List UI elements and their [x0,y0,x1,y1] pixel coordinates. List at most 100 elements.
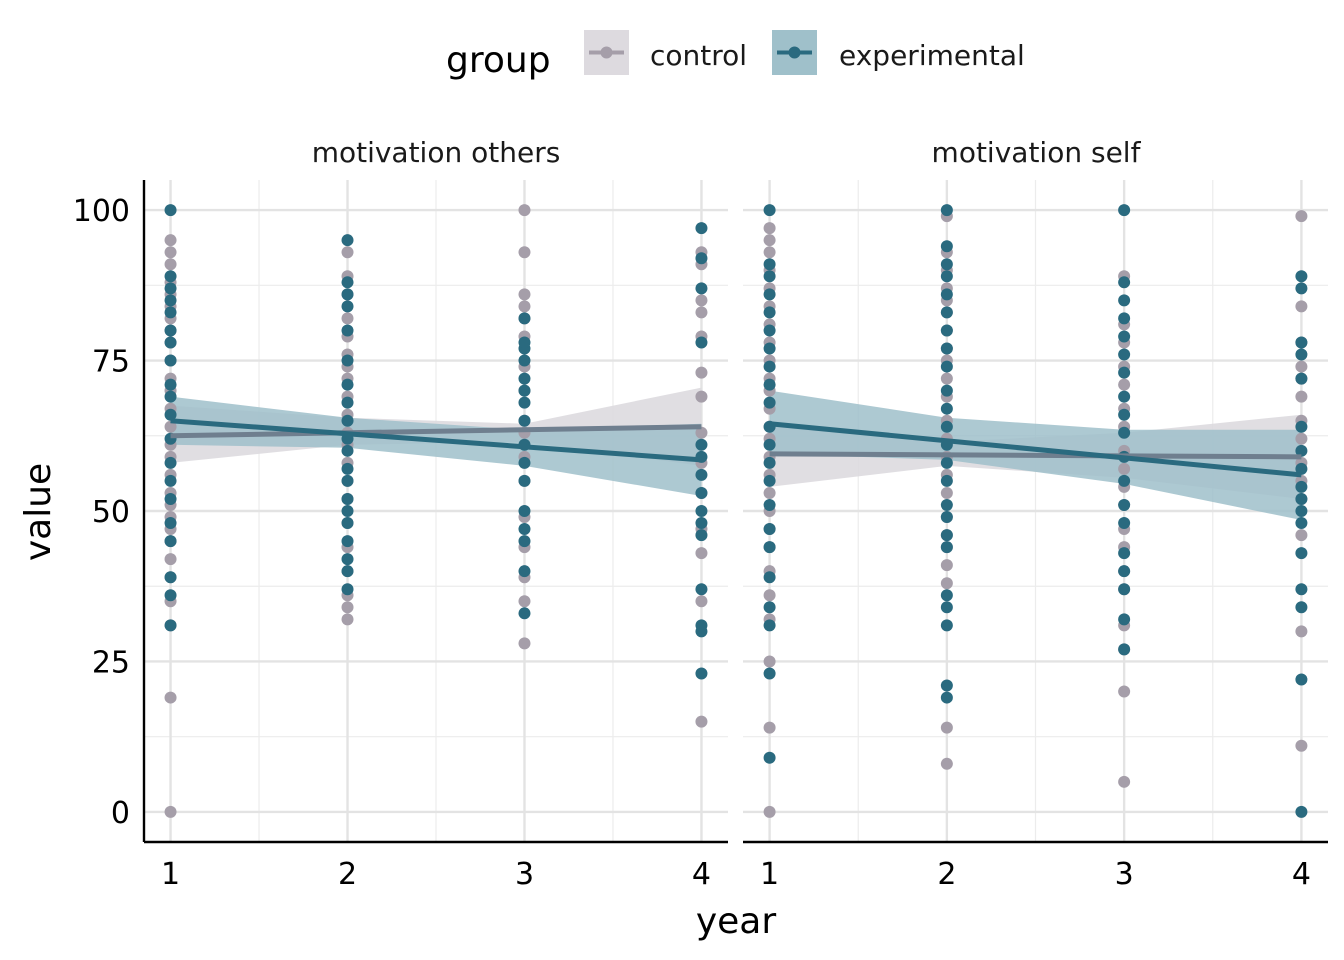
data-point-experimental [1295,444,1308,457]
data-point-control [940,577,953,590]
data-point-control [763,589,776,602]
data-point-experimental [518,396,531,409]
data-point-experimental [695,486,708,499]
data-point-experimental [695,282,708,295]
data-point-experimental [518,384,531,397]
data-point-experimental [341,354,354,367]
panel-title-left: motivation others [312,136,561,169]
data-point-experimental [940,288,953,301]
data-point-experimental [518,474,531,487]
data-point-experimental [763,667,776,680]
data-point-control [164,691,177,704]
data-point-experimental [1295,462,1308,475]
data-point-experimental [164,324,177,337]
data-point-experimental [695,222,708,235]
data-point-control [518,204,531,217]
trend-line-experimental [170,418,702,463]
data-point-experimental [518,312,531,325]
data-point-experimental [341,565,354,578]
data-point-experimental [940,511,953,524]
data-point-experimental [1118,330,1131,343]
data-point-experimental [164,517,177,530]
data-point-experimental [763,438,776,451]
data-point-experimental [341,414,354,427]
data-point-experimental [164,336,177,349]
data-point-control [164,258,177,271]
data-point-experimental [1295,505,1308,517]
data-point-experimental [341,474,354,487]
data-point-control [1295,360,1308,373]
x-tick-label: 1 [161,857,180,892]
data-point-experimental [1295,601,1308,614]
data-point-experimental [695,468,708,481]
data-point-control [763,486,776,499]
data-point-experimental [164,270,177,283]
data-point-control [341,613,354,626]
data-point-experimental [341,535,354,548]
data-point-experimental [1118,426,1131,439]
data-point-experimental [940,360,953,373]
legend-label-control: control [650,39,747,72]
data-point-experimental [341,553,354,566]
data-point-experimental [1118,390,1131,403]
data-point-experimental [1118,517,1131,530]
data-point-experimental [763,751,776,764]
data-point-experimental [1118,276,1131,289]
x-tick-label: 3 [1115,857,1134,892]
data-point-control [1295,432,1308,445]
data-point-experimental [1118,547,1131,560]
data-point-experimental [940,258,953,271]
data-point-experimental [518,565,531,578]
data-point-control [695,366,708,379]
data-point-experimental [518,414,531,427]
data-point-experimental [164,294,177,307]
x-tick-label: 3 [515,857,534,892]
data-point-control [695,715,708,728]
data-point-experimental [1118,204,1131,217]
data-point-experimental [940,240,953,253]
data-point-experimental [341,517,354,530]
data-point-experimental [1295,583,1308,596]
data-point-control [1295,739,1308,752]
data-point-experimental [518,456,531,469]
panel-motivation-others: 1 2 3 4 [142,180,728,892]
data-point-control [518,595,531,608]
data-point-control [763,246,776,259]
data-point-experimental [1118,498,1131,511]
data-point-experimental [164,204,177,217]
data-point-experimental [164,354,177,367]
data-point-experimental [341,234,354,247]
data-point-control [763,234,776,247]
panel-motivation-self: 1 2 3 4 [743,180,1328,892]
y-axis-title: value [18,463,59,561]
y-tick-label: 100 [73,194,130,229]
y-tick-label: 75 [92,345,130,380]
data-point-experimental [1295,348,1308,361]
data-point-experimental [164,619,177,632]
data-point-experimental [164,378,177,391]
data-point-experimental [763,270,776,283]
data-point-experimental [940,474,953,487]
data-point-control [695,294,708,307]
data-point-control [164,805,177,818]
data-point-experimental [763,396,776,409]
y-tick-label: 0 [111,796,130,831]
data-point-experimental [940,498,953,511]
data-point-experimental [341,583,354,596]
data-point-experimental [518,354,531,367]
data-point-control [695,390,708,403]
data-point-experimental [341,288,354,301]
trend-line-control [170,424,702,439]
data-point-experimental [763,258,776,271]
data-point-experimental [695,517,708,530]
data-point-experimental [164,306,177,319]
data-point-control [940,757,953,770]
data-point-experimental [1118,565,1131,578]
data-point-control [695,595,708,608]
data-point-experimental [763,498,776,511]
data-point-experimental [695,529,708,542]
data-point-experimental [695,252,708,265]
data-point-experimental [695,438,708,451]
trend-line-experimental [769,421,1302,478]
data-point-experimental [940,589,953,602]
